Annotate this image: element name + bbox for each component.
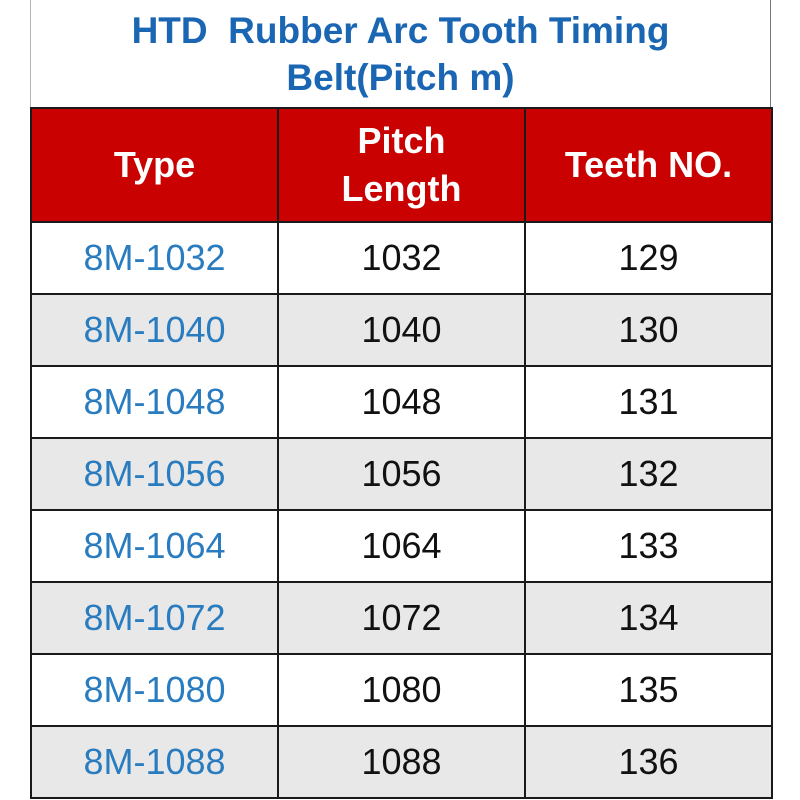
cell-teeth-no: 133 xyxy=(524,509,773,583)
cell-pitch-length: 1040 xyxy=(277,293,526,367)
col-header-teeth-no: Teeth NO. xyxy=(524,107,773,223)
cell-teeth-no: 134 xyxy=(524,581,773,655)
table-row: 8M-1056 1056 132 xyxy=(30,437,773,511)
cell-pitch-length: 1048 xyxy=(277,365,526,439)
cell-teeth-no: 130 xyxy=(524,293,773,367)
col-header-pitch-length: Pitch Length xyxy=(277,107,526,223)
title-line-2: Belt(Pitch m) xyxy=(286,56,515,98)
cell-pitch-length: 1064 xyxy=(277,509,526,583)
table-row: 8M-1064 1064 133 xyxy=(30,509,773,583)
cell-type: 8M-1048 xyxy=(30,365,279,439)
cell-teeth-no: 131 xyxy=(524,365,773,439)
cell-pitch-length: 1072 xyxy=(277,581,526,655)
table-row: 8M-1040 1040 130 xyxy=(30,293,773,367)
col-header-type: Type xyxy=(30,107,279,223)
cell-teeth-no: 132 xyxy=(524,437,773,511)
cell-teeth-no: 135 xyxy=(524,653,773,727)
belt-spec-table: Type Pitch Length Teeth NO. 8M-1032 1032… xyxy=(30,107,773,799)
table-row: 8M-1080 1080 135 xyxy=(30,653,773,727)
cell-pitch-length: 1080 xyxy=(277,653,526,727)
cell-pitch-length: 1056 xyxy=(277,437,526,511)
table-body: 8M-1032 1032 129 8M-1040 1040 130 8M-104… xyxy=(30,221,773,799)
spec-sheet: HTD Rubber Arc Tooth Timing Belt(Pitch m… xyxy=(30,0,773,799)
cell-teeth-no: 136 xyxy=(524,725,773,799)
cell-pitch-length: 1032 xyxy=(277,221,526,295)
cell-type: 8M-1072 xyxy=(30,581,279,655)
cell-type: 8M-1040 xyxy=(30,293,279,367)
table-row: 8M-1032 1032 129 xyxy=(30,221,773,295)
table-row: 8M-1088 1088 136 xyxy=(30,725,773,799)
table-row: 8M-1072 1072 134 xyxy=(30,581,773,655)
table-row: 8M-1048 1048 131 xyxy=(30,365,773,439)
cell-type: 8M-1056 xyxy=(30,437,279,511)
cell-type: 8M-1032 xyxy=(30,221,279,295)
title-line-1: HTD Rubber Arc Tooth Timing xyxy=(131,9,670,51)
table-title: HTD Rubber Arc Tooth Timing Belt(Pitch m… xyxy=(30,0,771,107)
cell-teeth-no: 129 xyxy=(524,221,773,295)
cell-type: 8M-1064 xyxy=(30,509,279,583)
cell-type: 8M-1080 xyxy=(30,653,279,727)
cell-pitch-length: 1088 xyxy=(277,725,526,799)
header-row: Type Pitch Length Teeth NO. xyxy=(30,107,773,223)
cell-type: 8M-1088 xyxy=(30,725,279,799)
